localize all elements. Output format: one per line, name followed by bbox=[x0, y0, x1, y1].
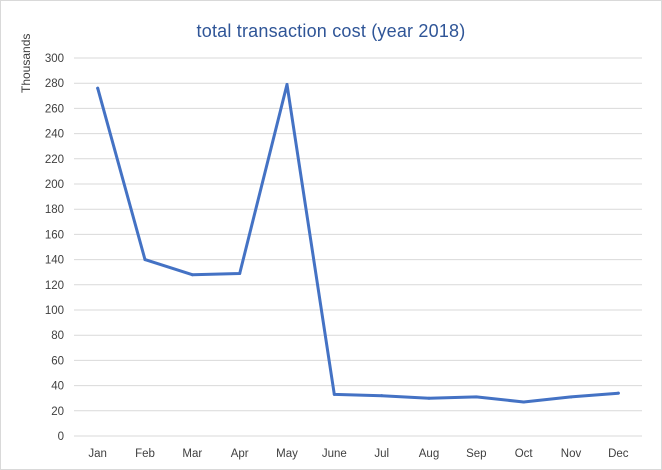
y-tick-label: 200 bbox=[45, 179, 64, 191]
series-line bbox=[96, 83, 620, 404]
y-tick-label: 40 bbox=[51, 381, 64, 393]
data-point-apr bbox=[238, 271, 242, 275]
data-point-may bbox=[285, 82, 289, 86]
y-tick-label: 160 bbox=[45, 229, 64, 241]
x-tick-label: Oct bbox=[515, 448, 534, 460]
x-tick-label: Dec bbox=[608, 448, 629, 460]
x-tick-label: May bbox=[276, 448, 298, 460]
data-point-jul bbox=[380, 394, 384, 398]
x-tick-label: Aug bbox=[419, 448, 439, 460]
x-tick-label: Apr bbox=[231, 448, 249, 460]
x-tick-label: Jan bbox=[88, 448, 107, 460]
y-tick-label: 300 bbox=[45, 53, 64, 65]
data-point-june bbox=[332, 392, 336, 396]
chart-title: total transaction cost (year 2018) bbox=[196, 21, 466, 41]
y-tick-label: 60 bbox=[51, 355, 64, 367]
data-point-sep bbox=[474, 395, 478, 399]
x-tick-label: Feb bbox=[135, 448, 155, 460]
x-tick-label: Jul bbox=[374, 448, 389, 460]
data-point-oct bbox=[522, 400, 526, 404]
y-tick-label: 220 bbox=[45, 154, 64, 166]
y-tick-label: 260 bbox=[45, 103, 64, 115]
y-tick-label: 280 bbox=[45, 78, 64, 90]
data-point-aug bbox=[427, 396, 431, 400]
x-tick-label: June bbox=[322, 448, 347, 460]
data-point-dec bbox=[616, 391, 620, 395]
x-tick-label: Mar bbox=[182, 448, 202, 460]
y-tick-label: 120 bbox=[45, 280, 64, 292]
data-point-feb bbox=[143, 258, 147, 262]
data-point-nov bbox=[569, 395, 573, 399]
data-point-mar bbox=[190, 273, 194, 277]
y-tick-label: 180 bbox=[45, 204, 64, 216]
y-tick-label: 240 bbox=[45, 129, 64, 141]
x-tick-label: Sep bbox=[466, 448, 486, 460]
x-tick-label: Nov bbox=[561, 448, 582, 460]
y-tick-label: 20 bbox=[51, 406, 64, 418]
data-point-jan bbox=[96, 86, 100, 90]
y-tick-label: 80 bbox=[51, 330, 64, 342]
y-tick-label: 140 bbox=[45, 255, 64, 267]
y-tick-label: 100 bbox=[45, 305, 64, 317]
y-tick-label: 0 bbox=[58, 431, 64, 443]
